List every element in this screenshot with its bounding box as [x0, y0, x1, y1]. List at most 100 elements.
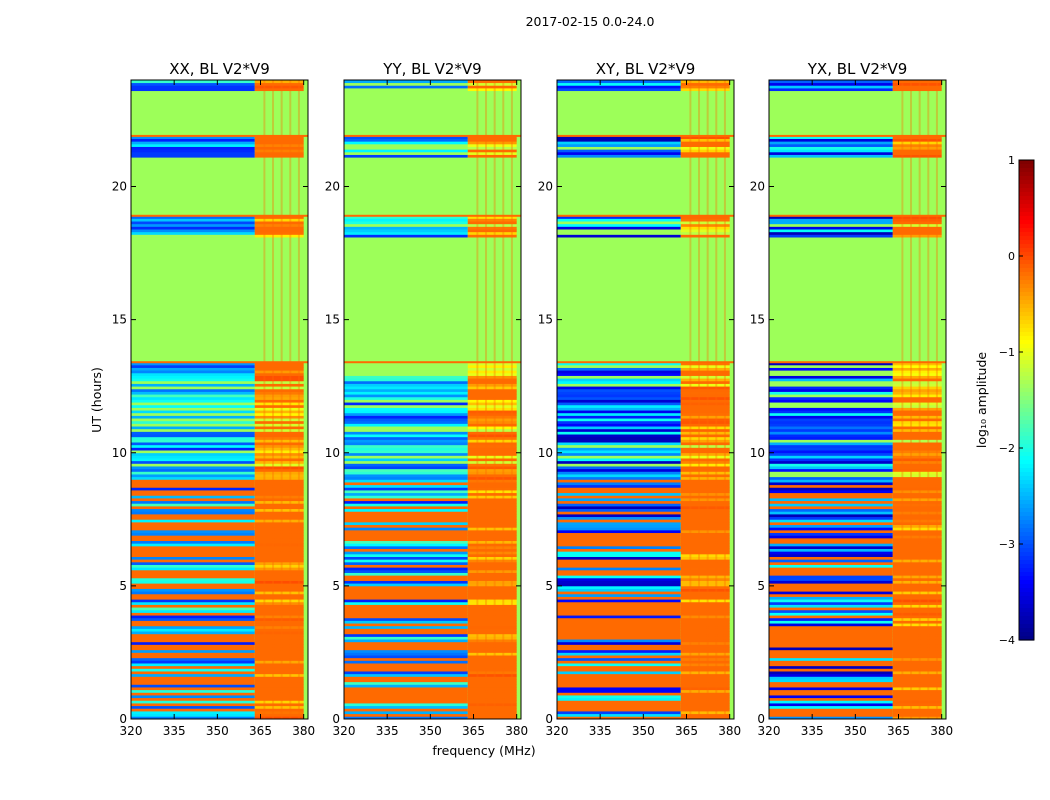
- heatmap-row-rfi: [680, 498, 730, 502]
- colorbar-segment: [1019, 400, 1034, 405]
- heatmap-row-rfi: [254, 466, 304, 470]
- heatmap-row: [557, 695, 681, 699]
- heatmap-row-rfi: [254, 380, 304, 384]
- heatmap-row: [769, 151, 893, 155]
- heatmap-row-rfi: [254, 370, 304, 374]
- heatmap-row: [344, 223, 468, 227]
- heatmap-row-rfi: [467, 229, 517, 233]
- heatmap-row-rfi: [892, 402, 942, 406]
- heatmap-row: [131, 644, 255, 648]
- y-tick-label: 20: [325, 180, 340, 194]
- heatmap-row-rfi: [892, 625, 942, 629]
- heatmap-row: [344, 564, 468, 568]
- heatmap-row: [769, 490, 893, 494]
- rfi-channel-stripe: [927, 80, 930, 719]
- heatmap-row-rfi: [254, 431, 304, 435]
- heatmap-row: [344, 625, 468, 629]
- heatmap-row-rfi: [680, 577, 730, 581]
- heatmap-row: [344, 455, 468, 459]
- heatmap-row: [131, 716, 255, 719]
- heatmap-row: [344, 673, 468, 677]
- rfi-channel-stripe: [918, 80, 921, 719]
- heatmap-row-rfi: [254, 404, 304, 408]
- heatmap-row: [769, 583, 893, 587]
- heatmap-row-rfi: [892, 138, 942, 142]
- heatmap-row-rfi: [467, 529, 517, 534]
- heatmap-row: [131, 585, 255, 589]
- heatmap-row: [344, 428, 468, 432]
- heatmap-row-rfi: [254, 439, 304, 443]
- heatmap-row: [557, 226, 681, 230]
- heatmap-row: [344, 716, 468, 719]
- heatmap-row-rfi: [254, 487, 304, 491]
- heatmap-row-rfi: [680, 548, 730, 552]
- heatmap-row-rfi: [467, 583, 517, 587]
- heatmap-row: [131, 567, 255, 571]
- heatmap-row: [344, 572, 468, 576]
- heatmap-row-rfi: [254, 612, 304, 616]
- colorbar-segment: [1019, 396, 1034, 401]
- heatmap-row: [344, 644, 468, 648]
- heatmap-row-rfi: [680, 434, 730, 438]
- heatmap-row: [557, 402, 681, 406]
- y-tick-label: 5: [757, 579, 765, 593]
- heatmap-row-rfi: [680, 633, 730, 637]
- heatmap-row: [344, 529, 468, 534]
- heatmap-row-rfi: [892, 519, 942, 523]
- heatmap-row: [131, 388, 255, 392]
- heatmap-row: [344, 649, 468, 653]
- heatmap-row-rfi: [892, 713, 942, 717]
- heatmap-row: [131, 708, 255, 712]
- heatmap-row: [557, 703, 681, 707]
- heatmap-row-rfi: [680, 601, 730, 605]
- heatmap-row: [769, 471, 893, 475]
- heatmap-row-rfi: [254, 591, 304, 595]
- heatmap-row: [769, 617, 893, 621]
- heatmap-row: [344, 543, 468, 547]
- heatmap-row-rfi: [892, 716, 942, 719]
- heatmap-row-rfi: [467, 652, 517, 656]
- heatmap-row-rfi: [892, 482, 942, 486]
- heatmap-row-rfi: [892, 639, 942, 643]
- heatmap-row: [344, 553, 468, 557]
- heatmap-row: [131, 404, 255, 408]
- heatmap-row-rfi: [254, 484, 304, 488]
- heatmap-row: [131, 655, 255, 659]
- heatmap-row-rfi: [680, 386, 730, 390]
- heatmap-row: [557, 593, 681, 597]
- heatmap-row: [131, 551, 255, 555]
- x-tick-label: 350: [206, 724, 229, 738]
- heatmap-row-rfi: [254, 660, 304, 664]
- axes-frame: [556, 79, 735, 720]
- colorbar-segment: [1019, 632, 1034, 637]
- colorbar-segment: [1019, 260, 1034, 265]
- heatmap-row: [557, 647, 681, 651]
- heatmap-row-rfi: [680, 375, 730, 379]
- heatmap-row: [557, 628, 681, 632]
- heatmap-row-rfi: [467, 391, 517, 395]
- heatmap-row-rfi: [467, 141, 517, 145]
- heatmap-row: [769, 559, 893, 563]
- heatmap-row: [131, 641, 255, 645]
- heatmap-row: [557, 559, 681, 563]
- heatmap-row-rfi: [680, 641, 730, 645]
- heatmap-row-rfi: [680, 679, 730, 683]
- heatmap-row-rfi: [467, 617, 517, 621]
- heatmap-row: [769, 476, 893, 480]
- heatmap-row: [769, 665, 893, 669]
- heatmap-row-rfi: [254, 663, 304, 667]
- heatmap-row-rfi: [467, 679, 517, 683]
- x-tick-label: 320: [758, 724, 781, 738]
- heatmap-row: [344, 519, 468, 523]
- heatmap-row-rfi: [467, 689, 517, 693]
- heatmap-row-rfi: [892, 588, 942, 592]
- panel-title: XY, BL V2*V9: [596, 60, 696, 78]
- heatmap-row: [769, 628, 893, 632]
- heatmap-row: [131, 604, 255, 608]
- heatmap-row-rfi: [467, 700, 517, 704]
- heatmap-row-rfi: [892, 500, 942, 504]
- colorbar-segment: [1019, 432, 1034, 437]
- heatmap-row-rfi: [892, 687, 942, 691]
- heatmap-row: [131, 609, 255, 613]
- heatmap-row: [557, 596, 681, 600]
